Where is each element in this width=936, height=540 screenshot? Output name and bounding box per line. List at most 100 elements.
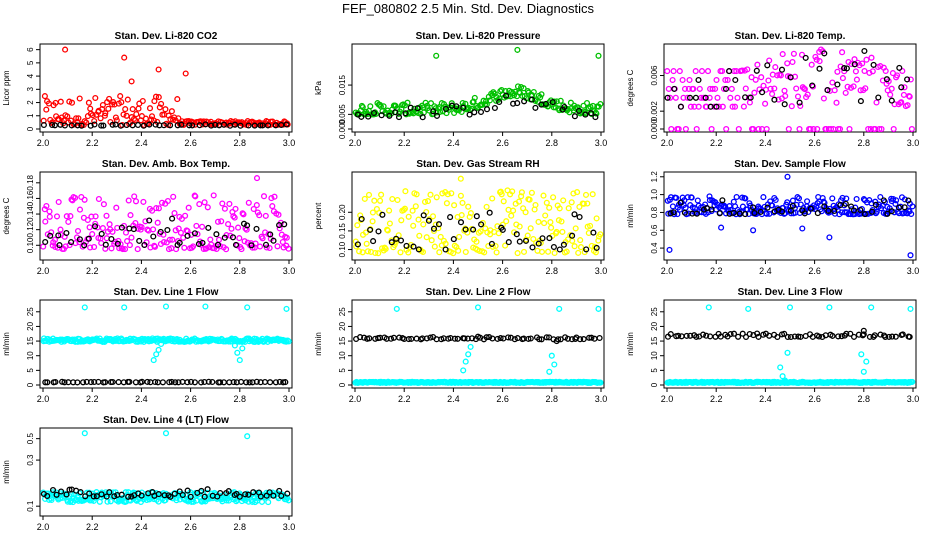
data-point-reference xyxy=(172,379,179,386)
data-point-main xyxy=(450,250,457,257)
data-point-main xyxy=(426,107,433,114)
data-point-main xyxy=(808,61,815,68)
data-point-reference xyxy=(664,94,671,101)
data-point-main xyxy=(169,236,176,243)
data-point-main xyxy=(245,498,252,505)
data-point-main xyxy=(57,98,64,105)
data-point-main xyxy=(68,99,76,106)
data-point-main xyxy=(595,52,602,59)
data-point-main xyxy=(502,242,509,249)
data-point-reference xyxy=(681,209,688,216)
data-point-main xyxy=(718,224,725,231)
data-point-main xyxy=(174,96,181,103)
data-point-main xyxy=(367,103,374,110)
data-point-main xyxy=(188,244,195,251)
data-point-main xyxy=(748,74,755,81)
data-point-reference xyxy=(375,228,382,235)
data-point-main xyxy=(128,234,135,241)
data-point-main xyxy=(57,226,64,233)
data-point-main xyxy=(81,304,88,311)
data-point-main xyxy=(483,203,490,210)
data-point-main xyxy=(872,198,879,205)
data-point-main xyxy=(713,76,720,84)
data-point-main xyxy=(580,200,587,207)
x-tick-label: 3.0 xyxy=(283,394,296,404)
data-point-main xyxy=(444,191,451,198)
data-point-reference xyxy=(56,242,63,249)
data-point-reference xyxy=(242,491,249,498)
data-point-reference xyxy=(904,76,911,83)
data-point-main xyxy=(97,115,104,122)
data-point-main xyxy=(265,499,272,506)
data-point-reference xyxy=(901,204,908,211)
data-point-main xyxy=(218,218,225,225)
x-tick-label: 2.2 xyxy=(86,138,99,148)
x-tick-label: 3.0 xyxy=(595,394,608,404)
x-tick-label: 3.0 xyxy=(907,138,920,148)
data-point-main xyxy=(882,67,889,75)
data-point-reference xyxy=(884,210,891,217)
data-point-main xyxy=(735,125,742,132)
data-point-main xyxy=(839,49,846,56)
data-point-reference xyxy=(582,111,589,118)
data-point-main xyxy=(907,252,914,259)
data-point-main xyxy=(898,99,905,106)
data-point-main xyxy=(831,87,838,94)
data-point-main xyxy=(784,349,791,356)
data-point-main xyxy=(393,305,400,312)
data-point-reference xyxy=(236,493,243,500)
data-point-reference xyxy=(742,333,750,341)
data-point-main xyxy=(890,195,897,203)
data-point-reference xyxy=(146,121,153,128)
x-tick-label: 3.0 xyxy=(595,266,608,276)
data-point-reference xyxy=(433,112,441,119)
data-point-main xyxy=(420,221,427,228)
y-tick-label: 15 xyxy=(26,336,35,345)
data-point-main xyxy=(486,97,493,104)
data-point-main xyxy=(67,213,74,220)
data-point-reference xyxy=(843,330,850,337)
data-point-main xyxy=(861,67,868,75)
data-point-main xyxy=(862,85,869,92)
data-point-reference xyxy=(87,122,94,129)
data-point-main xyxy=(693,125,700,132)
data-point-main xyxy=(763,210,770,217)
chart-title: Stan. Dev. Li-820 Pressure xyxy=(416,31,541,42)
data-point-main xyxy=(510,207,517,214)
y-tick-label: 0.5 xyxy=(26,433,35,445)
y-tick-label: 5 xyxy=(338,368,347,373)
plot-frame xyxy=(663,43,917,133)
x-tick-label: 2.8 xyxy=(858,266,871,276)
data-point-main xyxy=(235,224,242,231)
data-point-reference xyxy=(556,246,563,253)
data-point-main xyxy=(113,204,120,211)
data-point-reference xyxy=(204,486,211,493)
data-point-reference xyxy=(225,488,232,495)
data-point-main xyxy=(149,207,156,214)
data-point-main xyxy=(695,103,702,110)
data-point-main xyxy=(405,213,412,220)
data-point-main xyxy=(155,346,162,353)
data-point-reference xyxy=(405,336,412,343)
data-point-main xyxy=(240,211,247,218)
data-point-reference xyxy=(85,235,92,242)
data-point-main xyxy=(177,229,184,236)
data-point-main xyxy=(437,233,444,240)
data-point-main xyxy=(89,231,96,238)
y-axis-label: ml/min xyxy=(314,332,323,356)
data-point-main xyxy=(423,234,430,241)
data-point-main xyxy=(767,85,774,92)
data-point-main xyxy=(493,249,500,256)
data-point-main xyxy=(556,107,563,114)
y-tick-label: 4 xyxy=(26,73,35,78)
data-point-main xyxy=(92,94,99,102)
data-point-main xyxy=(153,351,160,358)
data-point-main xyxy=(259,235,266,242)
data-point-reference xyxy=(583,246,590,253)
data-point-main xyxy=(772,196,779,204)
data-point-main xyxy=(219,200,226,207)
data-point-main xyxy=(530,88,537,96)
y-tick-label: 0.006 xyxy=(650,65,659,86)
data-point-reference xyxy=(757,208,764,215)
data-point-main xyxy=(559,228,566,235)
